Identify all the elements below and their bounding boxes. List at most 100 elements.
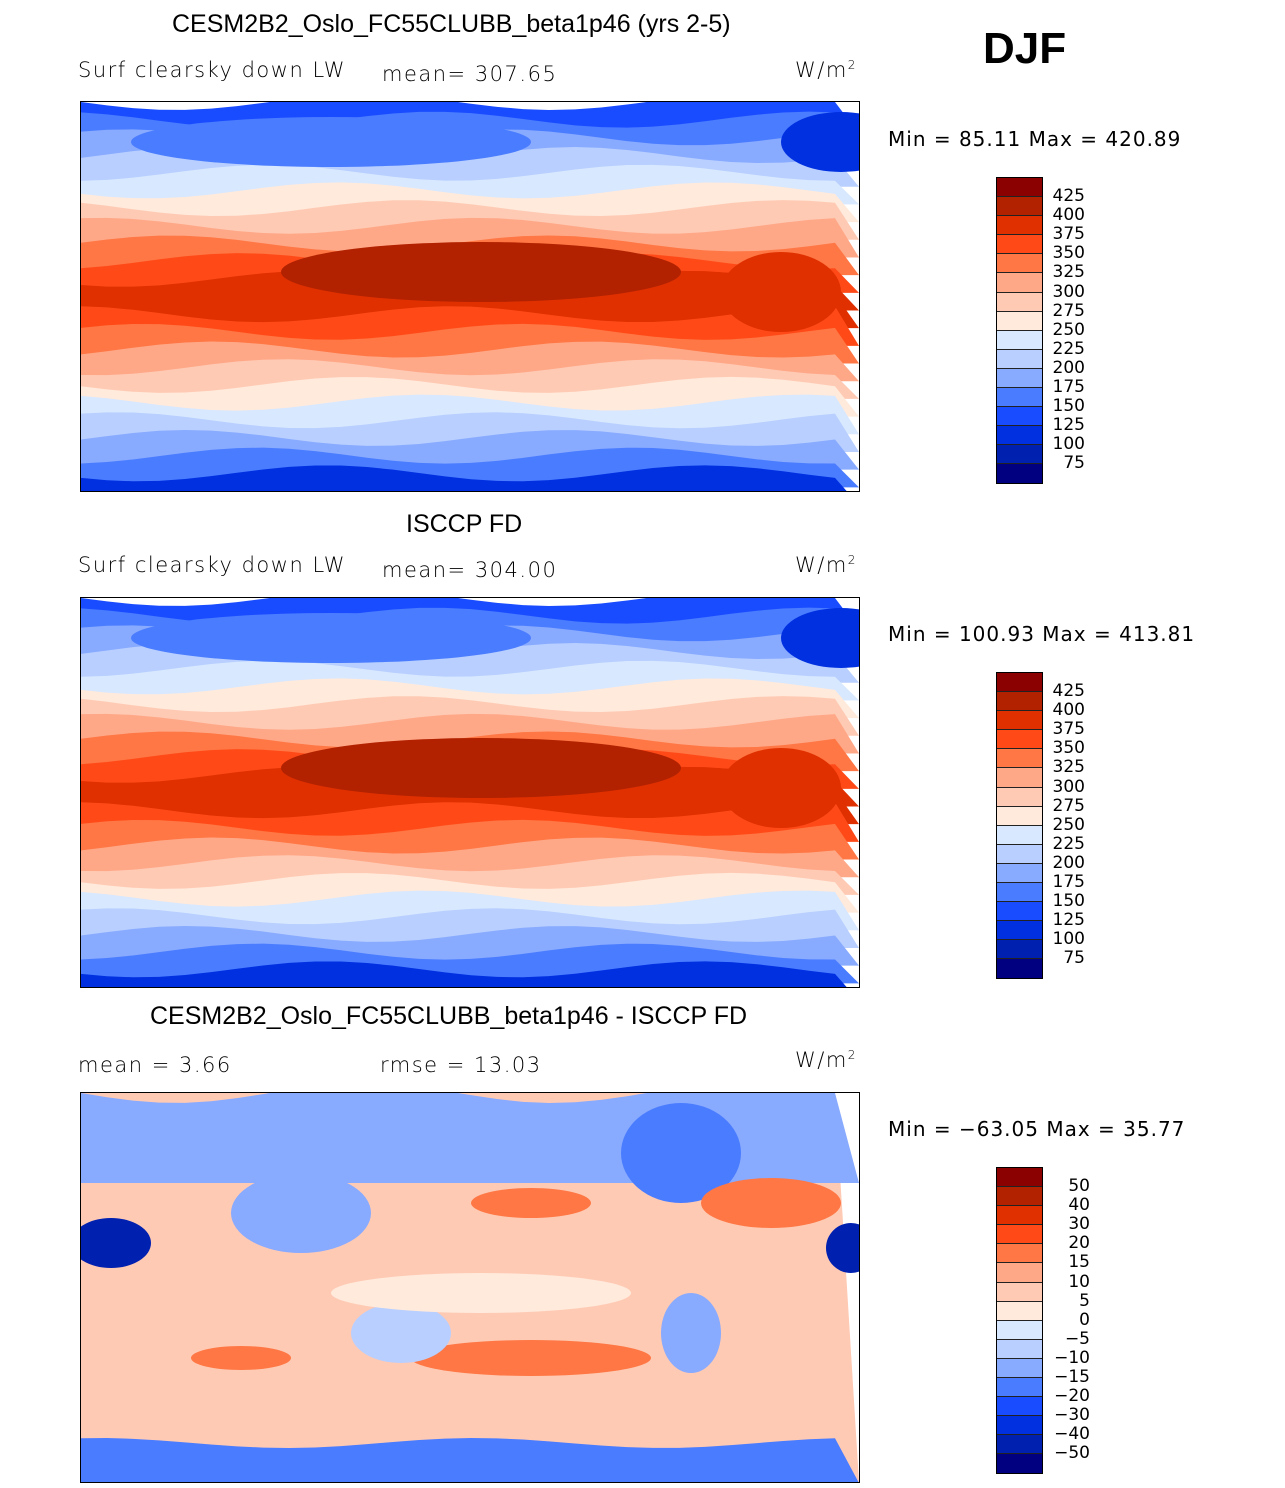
panel-1-title: CESM2B2_Oslo_FC55CLUBB_beta1p46 (yrs 2-5… (172, 10, 731, 38)
colorbar-swatch (997, 426, 1042, 446)
colorbar-swatch (997, 1339, 1042, 1359)
colorbar-label: 375 (1052, 719, 1085, 740)
colorbar-label: 300 (1052, 776, 1085, 797)
contour-blob (281, 242, 681, 302)
colorbar-swatch (997, 1168, 1042, 1188)
colorbar-label: 275 (1052, 795, 1085, 816)
contour-blob (701, 1178, 841, 1228)
colorbar-swatch (997, 1301, 1042, 1321)
panel-2-title: ISCCP FD (406, 510, 523, 538)
colorbar-label: 40 (1068, 1195, 1090, 1216)
panel-3-minmax: Min = −63.05 Max = 35.77 (888, 1117, 1186, 1141)
colorbar-swatch (997, 959, 1042, 978)
colorbar-swatch (997, 1206, 1042, 1226)
colorbar-swatch (997, 787, 1042, 807)
contour-band (81, 306, 859, 346)
contour-blob (131, 117, 531, 167)
colorbar-label: −40 (1054, 1424, 1090, 1445)
colorbar-swatch (997, 902, 1042, 922)
colorbar-swatch (997, 711, 1042, 731)
colorbar-label: 325 (1052, 262, 1085, 283)
colorbar-swatch (997, 844, 1042, 864)
colorbar-swatch (997, 273, 1042, 293)
colorbar-swatch (997, 825, 1042, 845)
colorbar-label: 50 (1068, 1176, 1090, 1196)
panel-2-minmax: Min = 100.93 Max = 413.81 (888, 622, 1196, 646)
colorbar-label: 0 (1079, 1309, 1090, 1330)
colorbar-swatch (997, 1282, 1042, 1302)
contour-band (81, 1093, 859, 1183)
colorbar-swatch (997, 464, 1042, 483)
colorbar-swatch (997, 330, 1042, 350)
panel-3-colorbar (996, 1167, 1043, 1474)
colorbar-label: 175 (1052, 872, 1085, 892)
colorbar-label: 400 (1052, 700, 1085, 721)
panel-3-mean: mean = 3.66 (78, 1053, 232, 1077)
colorbar-label: −15 (1054, 1367, 1090, 1387)
contour-band (81, 802, 859, 842)
contour-blob (351, 1303, 451, 1363)
contour-blob (721, 748, 841, 828)
colorbar-swatch (997, 407, 1042, 427)
colorbar-label: 300 (1052, 281, 1085, 302)
contour-band (81, 872, 859, 913)
panel-1-variable: Surf clearsky down LW (78, 58, 346, 82)
colorbar-swatch (997, 1244, 1042, 1264)
colorbar-label: −10 (1054, 1347, 1090, 1368)
colorbar-label: −20 (1054, 1386, 1090, 1407)
contour-blob (231, 1173, 371, 1253)
colorbar-label: 400 (1052, 205, 1085, 226)
contour-band (81, 961, 847, 987)
contour-blob (331, 1273, 631, 1313)
contour-blob (661, 1293, 721, 1373)
colorbar-label: 275 (1052, 300, 1085, 321)
panel-3-title: CESM2B2_Oslo_FC55CLUBB_beta1p46 - ISCCP … (150, 1002, 748, 1030)
panel-1-units: W/m2 (795, 58, 857, 82)
colorbar-swatch (997, 388, 1042, 408)
panel-1-map (80, 101, 860, 492)
panel-1-minmax: Min = 85.11 Max = 420.89 (888, 127, 1182, 151)
colorbar-swatch (997, 235, 1042, 255)
colorbar-swatch (997, 254, 1042, 274)
colorbar-swatch (997, 1397, 1042, 1417)
colorbar-label: 15 (1068, 1252, 1090, 1273)
contour-blob (281, 738, 681, 798)
colorbar-swatch (997, 349, 1042, 369)
colorbar-swatch (997, 940, 1042, 960)
colorbar-label: −30 (1054, 1405, 1090, 1426)
colorbar-label: 225 (1052, 338, 1085, 359)
colorbar-label: 5 (1079, 1290, 1090, 1311)
colorbar-label: 225 (1052, 833, 1085, 854)
colorbar-swatch (997, 197, 1042, 217)
panel-2-colorbar (996, 672, 1043, 979)
contour-blob (81, 1218, 151, 1268)
colorbar-swatch (997, 921, 1042, 941)
colorbar-label: 200 (1052, 852, 1085, 873)
contour-blob (191, 1346, 291, 1370)
colorbar-swatch (997, 292, 1042, 312)
colorbar-swatch (997, 1358, 1042, 1379)
contour-blob (781, 608, 859, 668)
panel-2-variable: Surf clearsky down LW (78, 553, 346, 577)
panel-3-map (80, 1092, 860, 1483)
colorbar-label: 75 (1063, 948, 1085, 969)
colorbar-label: 150 (1052, 396, 1085, 417)
colorbar-swatch (997, 216, 1042, 236)
colorbar-label: −50 (1054, 1443, 1090, 1464)
colorbar-label: 200 (1052, 357, 1085, 378)
colorbar-swatch (997, 1435, 1042, 1455)
panel-2-units: W/m2 (795, 553, 857, 577)
panel-3-units: W/m2 (795, 1048, 857, 1072)
panel-1-mean: mean= 307.65 (382, 62, 558, 86)
colorbar-swatch (997, 1416, 1042, 1436)
colorbar-label: 350 (1052, 738, 1085, 759)
colorbar-swatch (997, 730, 1042, 750)
colorbar-label: 125 (1052, 910, 1085, 931)
colorbar-label: 150 (1052, 891, 1085, 912)
contour-blob (131, 613, 531, 663)
contour-band (81, 376, 859, 417)
colorbar-swatch (997, 806, 1042, 826)
colorbar-swatch (997, 1320, 1042, 1340)
season-label: DJF (983, 24, 1067, 73)
colorbar-swatch (997, 1187, 1042, 1207)
